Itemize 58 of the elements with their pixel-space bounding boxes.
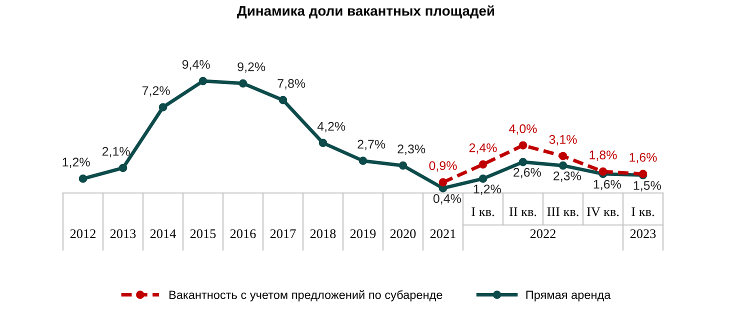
text: 2022 — [530, 229, 556, 238]
data-label: 0,9% — [429, 161, 457, 172]
x-tick-label: I кв. — [632, 207, 654, 216]
x-tick-label: 2019 — [350, 229, 376, 238]
x-tick-label: III кв. — [547, 207, 578, 216]
text: 2023 — [630, 229, 656, 238]
data-label: 1,8% — [590, 150, 617, 161]
point — [118, 164, 128, 172]
point — [598, 167, 608, 176]
x-tick-label: II кв. — [509, 207, 536, 216]
x-tick-label: 2021 — [430, 229, 456, 238]
x-tick-label: 2014 — [150, 229, 176, 238]
data-label: 1,2% — [474, 184, 501, 195]
data-label: 2,1% — [102, 146, 130, 158]
point — [518, 158, 528, 166]
point — [518, 141, 528, 150]
point — [278, 96, 288, 104]
x-tick-label: 2018 — [310, 229, 336, 238]
point — [558, 152, 568, 160]
data-label: 9,2% — [238, 62, 266, 73]
data-label: 0,4% — [433, 194, 461, 204]
data-label: 2,4% — [469, 143, 497, 154]
data-label: 1,5% — [634, 181, 661, 192]
legend-label: Прямая аренда — [526, 290, 611, 302]
x-tick-label: 2017 — [270, 229, 296, 238]
data-label: 3,1% — [549, 135, 577, 146]
data-label: 2,3% — [554, 171, 581, 182]
point — [478, 160, 488, 169]
x-tick-label: 2015 — [190, 229, 216, 238]
point — [478, 174, 488, 183]
data-label: 4,2% — [317, 122, 346, 132]
x-tick-label: I кв. — [472, 207, 494, 216]
data-label: 2,6% — [514, 168, 541, 178]
point — [198, 76, 208, 86]
point — [438, 178, 448, 186]
point — [238, 79, 248, 88]
data-label: 1,2% — [62, 158, 90, 168]
legend-label: Вакантность с учетом предложений по субаренде — [169, 290, 442, 302]
data-label: 4,0% — [509, 124, 537, 135]
point — [398, 161, 408, 170]
x-tick-label: 2012 — [70, 229, 96, 238]
data-label: 1,6% — [630, 152, 657, 164]
point — [558, 161, 568, 170]
x-tick-label: 2013 — [110, 229, 136, 238]
data-label: 2,7% — [358, 140, 386, 150]
data-label: 2,3% — [398, 144, 426, 155]
point — [318, 138, 328, 148]
data-label: 1,6% — [594, 180, 621, 190]
point — [358, 156, 368, 166]
x-tick-label: IV кв. — [587, 207, 619, 216]
point — [78, 174, 88, 183]
x-tick-label: 2016 — [230, 229, 256, 238]
data-label: 9,4% — [182, 60, 210, 70]
point — [158, 103, 168, 112]
data-label: 7,2% — [142, 86, 170, 97]
x-tick-label: 2020 — [390, 229, 416, 238]
data-label: 7,8% — [278, 79, 306, 90]
chart-title: Динамика доли вакантных площадей — [237, 5, 494, 18]
